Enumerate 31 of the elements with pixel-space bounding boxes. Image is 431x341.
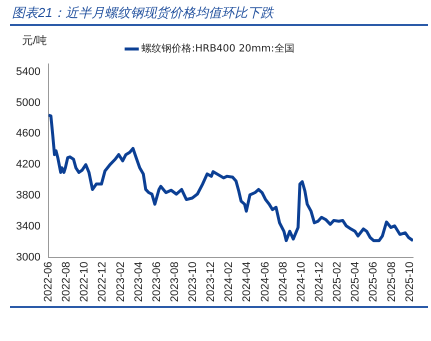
x-tick-label: 2025-02: [332, 262, 344, 302]
y-tick-label: 3400: [16, 220, 40, 233]
x-tick-label: 2024-04: [241, 262, 254, 302]
y-tick-label: 4200: [16, 158, 40, 171]
legend-label: 螺纹钢价格:HRB400 20mm:全国: [142, 42, 294, 55]
x-tick-label: 2024-10: [295, 262, 308, 302]
x-tick-label: 2023-06: [150, 262, 163, 302]
x-tick-label: 2022-08: [60, 262, 73, 302]
y-axis-title: 元/吨: [22, 34, 48, 48]
x-tick-label: 2023-02: [114, 262, 127, 302]
x-tick-label: 2023-10: [187, 262, 200, 302]
x-tick-label: 2025-08: [386, 262, 398, 302]
x-tick-label: 2023-08: [168, 262, 181, 302]
x-tick-label: 2025-06: [368, 262, 380, 302]
x-tick-label: 2024-02: [223, 262, 236, 302]
x-tick-label: 2025-10: [404, 262, 416, 302]
x-tick-label: 2024-06: [259, 262, 272, 302]
x-tick-label: 2022-12: [96, 262, 109, 302]
x-tick-label: 2023-04: [132, 262, 145, 302]
x-tick-label: 2022-06: [42, 262, 54, 302]
x-tick-label: 2024-12: [313, 262, 326, 302]
x-tick-label: 2022-10: [78, 262, 91, 302]
y-tick-label: 3000: [16, 252, 40, 264]
y-tick-label: 4600: [16, 128, 40, 140]
x-tick-label: 2023-12: [205, 262, 218, 302]
y-tick-label: 5400: [16, 66, 40, 78]
x-tick-label: 2024-08: [277, 262, 290, 302]
y-tick-label: 5000: [16, 96, 40, 109]
chart-title: 图表21：近半月螺纹钢现货价格均值环比下跌: [12, 4, 274, 22]
x-tick-label: 2025-04: [350, 262, 362, 302]
y-tick-label: 3800: [16, 190, 40, 202]
